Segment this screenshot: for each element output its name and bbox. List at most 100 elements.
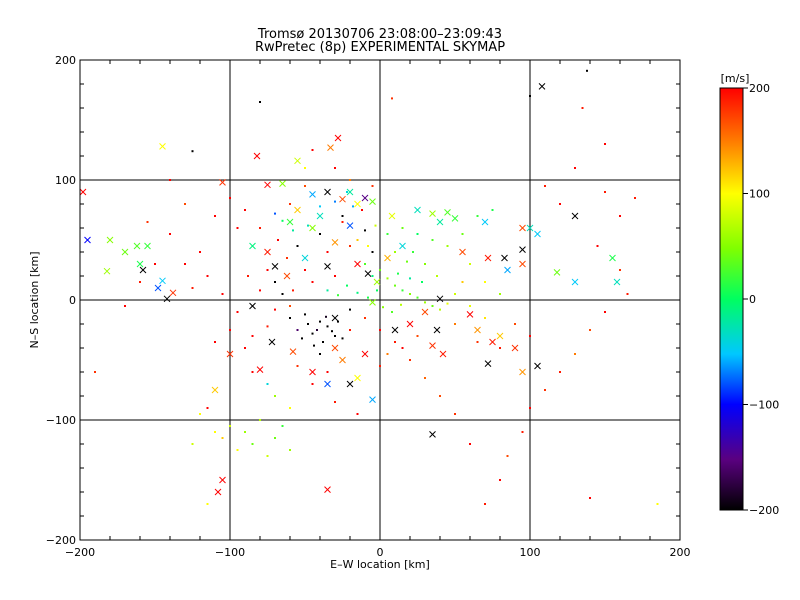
data-point-dot (476, 215, 479, 217)
data-point-dot (361, 209, 363, 211)
data-point-cross (354, 260, 361, 268)
data-point-cross (331, 239, 339, 246)
grid-lines (80, 60, 680, 540)
data-point-dot (266, 325, 269, 328)
data-point-dot (421, 281, 423, 283)
data-point-cross (489, 338, 496, 346)
data-point-cross (159, 277, 166, 285)
data-point-dot (281, 425, 284, 427)
data-point-cross (327, 144, 334, 151)
data-point-dot (316, 329, 318, 331)
x-axis-label: E–W location [km] (330, 558, 430, 571)
data-point-cross (159, 143, 166, 150)
data-point-dot (589, 497, 591, 499)
data-point-dot (214, 215, 216, 217)
data-point-dot (476, 341, 479, 343)
y-tick-label: 200 (55, 54, 76, 67)
data-point-dot (337, 320, 339, 323)
data-point-cross (106, 236, 114, 244)
data-point-dot (221, 293, 224, 295)
data-point-dot (274, 308, 276, 311)
data-point-dot (484, 281, 486, 283)
data-point-dot (364, 317, 366, 319)
y-tick-label: −200 (46, 534, 76, 547)
data-point-cross (211, 386, 219, 394)
data-point-cross (519, 246, 526, 253)
data-point-dot (619, 215, 621, 217)
data-point-dot (251, 371, 254, 373)
data-point-dot (394, 284, 396, 287)
data-point-dot (292, 229, 294, 232)
colorbar-tick-label: −200 (749, 504, 779, 517)
data-point-dot (416, 335, 419, 337)
data-point-cross (429, 342, 436, 349)
data-point-cross (484, 360, 492, 367)
data-point-dot (331, 330, 333, 333)
data-point-dot (371, 185, 374, 187)
data-point-dot (124, 305, 126, 307)
data-point-dot (296, 365, 299, 367)
data-point-dot (544, 389, 546, 391)
data-point-dot (206, 275, 209, 277)
data-point-dot (604, 311, 606, 313)
colorbar-ticks: 200 100 0 −100 −200 (743, 82, 779, 517)
data-point-dot (346, 191, 348, 193)
data-point-dot (529, 407, 531, 409)
data-point-dot (296, 245, 299, 247)
data-point-cross (309, 224, 316, 232)
data-point-dot (266, 455, 269, 457)
data-point-dot (431, 305, 434, 307)
data-point-dot (356, 413, 359, 415)
colorbar-tick-label: 100 (749, 188, 770, 201)
axis-ticks: −200 −100 0 100 200 200 100 0 −100 −200 (46, 54, 691, 559)
data-point-cross (271, 263, 279, 270)
data-point-dot (214, 431, 216, 433)
data-point-dot (289, 407, 291, 409)
data-point-cross (219, 179, 226, 186)
data-point-cross (219, 476, 226, 484)
data-point-dot (326, 251, 329, 253)
data-point-dot (247, 275, 249, 277)
data-point-cross (354, 200, 361, 208)
data-point-dot (409, 277, 411, 280)
data-point-cross (256, 366, 264, 373)
data-point-dot (391, 97, 393, 100)
data-point-dot (382, 306, 384, 309)
data-point-cross (294, 157, 301, 165)
data-point-dot (371, 251, 374, 253)
y-tick-label: −100 (46, 414, 76, 427)
data-point-dot (349, 245, 351, 247)
data-point-cross (264, 248, 271, 256)
data-point-dot (454, 323, 456, 325)
data-point-cross (519, 260, 526, 268)
data-point-cross (433, 326, 441, 334)
data-point-dot (521, 431, 524, 433)
data-point-dot (322, 341, 324, 343)
data-point-cross (346, 188, 354, 196)
data-point-dot (412, 251, 414, 253)
x-tick-label: 100 (520, 546, 541, 559)
data-point-dot (469, 263, 471, 265)
data-point-cross (436, 295, 444, 303)
data-point-cross (226, 350, 234, 358)
data-point-dot (581, 107, 584, 109)
data-point-cross (571, 278, 579, 286)
data-point-dot (400, 303, 402, 306)
data-point-dot (424, 301, 426, 304)
data-point-cross (609, 254, 616, 262)
data-point-dot (401, 347, 404, 349)
data-point-dot (311, 281, 314, 283)
data-point-dot (374, 224, 377, 227)
data-point-dot (529, 335, 531, 337)
data-point-cross (444, 209, 451, 216)
data-point-dot (469, 305, 471, 307)
data-point-dot (334, 200, 336, 203)
data-point-cross (154, 284, 162, 292)
data-point-dot (304, 313, 306, 316)
data-point-dot (376, 289, 378, 292)
data-point-dot (266, 269, 269, 271)
data-point-dot (586, 69, 588, 72)
data-point-dot (461, 233, 464, 235)
data-point-cross (519, 368, 526, 376)
data-point-cross (369, 198, 376, 205)
